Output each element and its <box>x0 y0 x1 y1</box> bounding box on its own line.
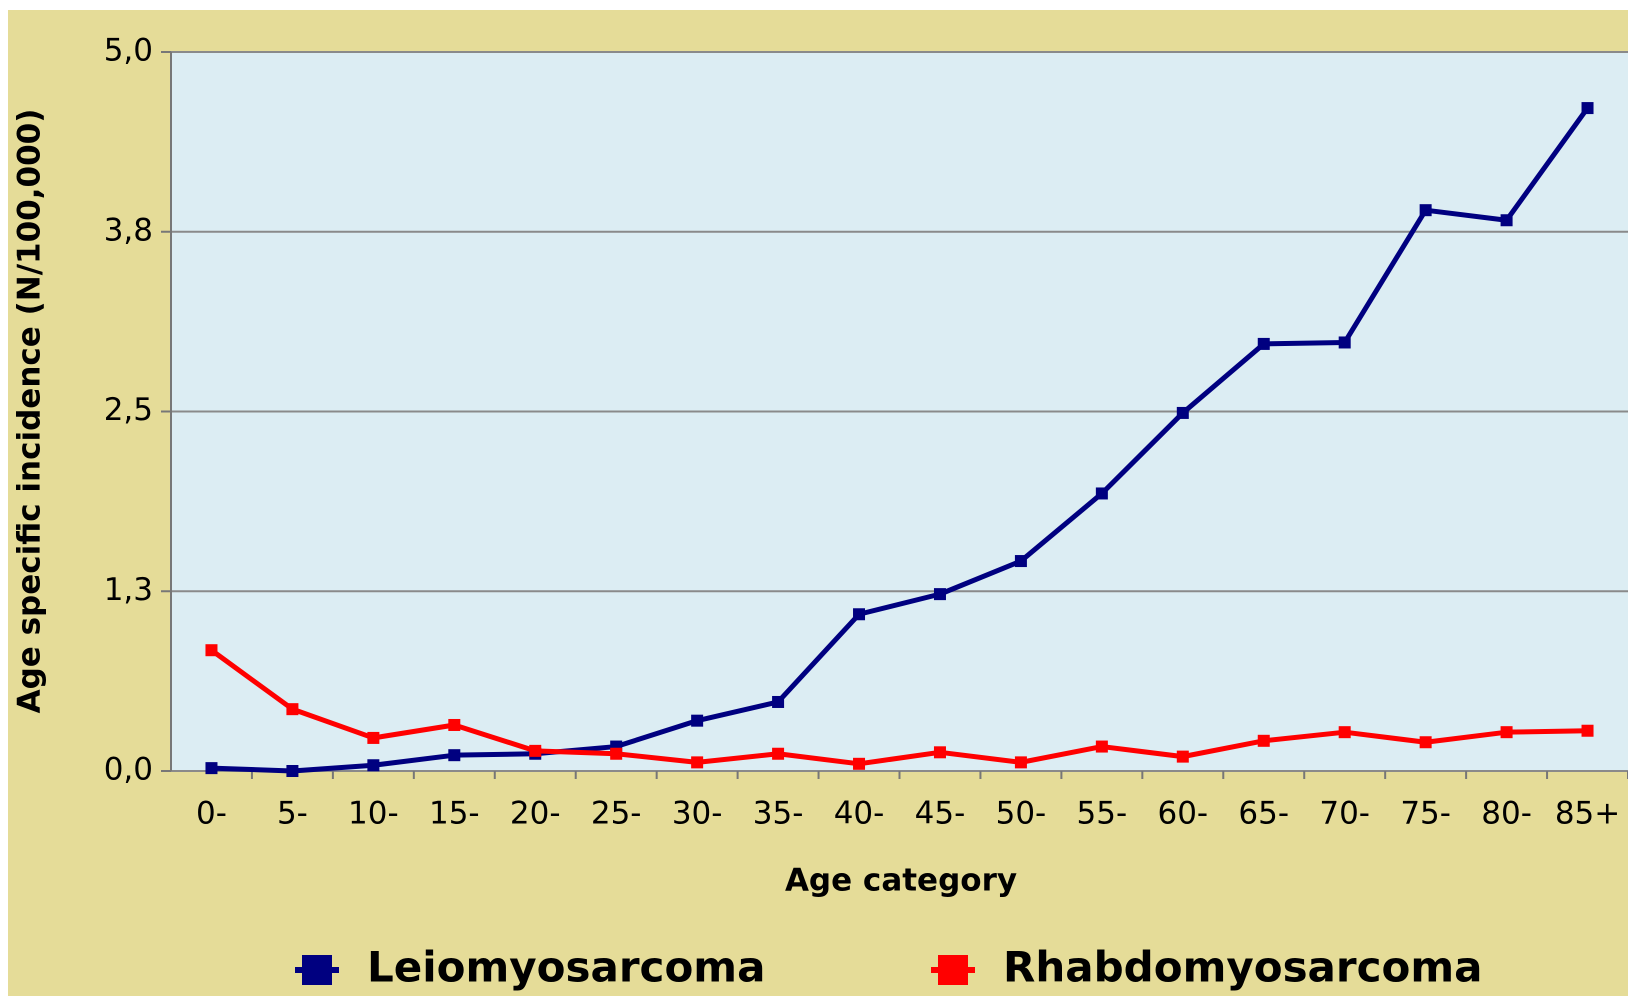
y-axis-title: Age specific incidence (N/100,000) <box>12 109 48 714</box>
data-point <box>1581 724 1594 737</box>
x-tick-label: 30- <box>672 796 723 832</box>
data-point <box>1095 487 1108 500</box>
x-axis-title: Age category <box>785 863 1017 899</box>
data-point <box>1176 406 1189 419</box>
data-point <box>286 765 299 777</box>
x-tick-label: 50- <box>996 796 1047 832</box>
data-point <box>1338 336 1351 349</box>
data-point <box>933 588 946 601</box>
y-tick-label: 1,3 <box>104 572 153 608</box>
x-tick-label: 70- <box>1319 796 1370 832</box>
data-point <box>1257 734 1270 747</box>
data-point <box>1095 740 1108 753</box>
x-tick-label: 10- <box>348 796 399 832</box>
data-point <box>205 762 218 775</box>
legend-marker <box>302 955 332 985</box>
x-tick-label: 0- <box>196 796 227 832</box>
data-point <box>772 695 785 708</box>
data-point <box>1257 337 1270 350</box>
x-tick-label: 85+ <box>1555 796 1620 832</box>
data-point <box>529 744 542 757</box>
x-tick-label: 20- <box>510 796 561 832</box>
data-point <box>691 714 704 727</box>
x-tick-label: 25- <box>591 796 642 832</box>
data-point <box>1014 756 1027 769</box>
x-tick-label: 60- <box>1157 796 1208 832</box>
data-point <box>448 718 461 731</box>
data-point <box>286 703 299 716</box>
x-tick-label: 55- <box>1077 796 1128 832</box>
legend-label: Rhabdomyosarcoma <box>1003 943 1482 992</box>
x-tick-label: 40- <box>834 796 885 832</box>
legend-label: Leiomyosarcoma <box>367 943 765 992</box>
data-point <box>367 759 380 772</box>
data-point <box>610 747 623 760</box>
data-point <box>448 749 461 762</box>
y-tick-label: 0,0 <box>104 752 153 788</box>
x-tick-label: 5- <box>277 796 308 832</box>
data-point <box>1176 750 1189 763</box>
y-tick-label: 3,8 <box>104 212 153 248</box>
x-tick-label: 45- <box>915 796 966 832</box>
data-point <box>1500 726 1513 739</box>
y-tick-label: 5,0 <box>104 33 153 69</box>
data-point <box>1500 214 1513 227</box>
data-point <box>1419 736 1432 749</box>
data-point <box>1581 102 1594 115</box>
data-point <box>205 644 218 657</box>
series-line <box>210 648 1588 767</box>
series-line <box>211 106 1590 774</box>
data-point <box>772 747 785 760</box>
data-point <box>933 746 946 759</box>
data-point <box>853 757 866 770</box>
x-tick-label: 65- <box>1238 796 1289 832</box>
legend-marker <box>938 955 968 985</box>
x-tick-label: 75- <box>1400 796 1451 832</box>
y-tick-label: 2,5 <box>104 392 153 428</box>
x-tick-label: 35- <box>753 796 804 832</box>
data-point <box>853 608 866 621</box>
data-point <box>367 731 380 744</box>
data-point <box>1338 726 1351 739</box>
data-point <box>1014 555 1027 568</box>
x-tick-label: 15- <box>429 796 480 832</box>
data-point <box>691 756 704 769</box>
data-point <box>1419 204 1432 217</box>
x-tick-label: 80- <box>1481 796 1532 832</box>
